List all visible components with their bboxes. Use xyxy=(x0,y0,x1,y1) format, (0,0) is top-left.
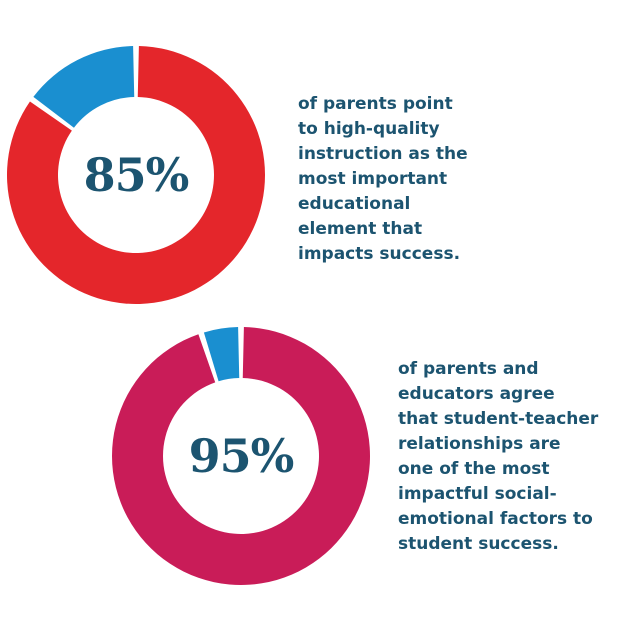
caption-line: instruction as the xyxy=(298,144,468,164)
percent-label: 85% xyxy=(83,148,190,202)
caption-line: element that xyxy=(298,219,423,239)
donut-slice-main xyxy=(111,327,371,585)
donut-svg xyxy=(6,46,265,304)
caption-line: relationships are xyxy=(398,434,561,454)
caption-line: emotional factors to xyxy=(398,509,593,529)
donut-slice-remainder xyxy=(33,46,135,128)
donut-slice-main xyxy=(6,46,265,304)
caption-line: impactful social- xyxy=(398,484,557,504)
donut-svg xyxy=(111,327,371,585)
donut-chart-parents-instruction: 85% xyxy=(5,44,267,306)
caption-line: one of the most xyxy=(398,459,550,479)
caption-relationships: of parents and educators agree that studen… xyxy=(398,357,598,557)
donut-slice-remainder xyxy=(203,327,240,382)
caption-line: student success. xyxy=(398,534,559,554)
caption-line: most important xyxy=(298,169,448,189)
caption-line: of parents and xyxy=(398,359,539,379)
percent-label: 95% xyxy=(188,429,295,483)
caption-line: that student-teacher xyxy=(398,409,599,429)
caption-parents-instruction: of parents point to high-quality instructi… xyxy=(298,92,468,267)
caption-line: impacts success. xyxy=(298,244,461,264)
caption-line: educational xyxy=(298,194,411,214)
caption-line: of parents point xyxy=(298,94,453,114)
caption-line: educators agree xyxy=(398,384,555,404)
donut-chart-relationships: 95% xyxy=(110,325,372,587)
caption-line: to high-quality xyxy=(298,119,440,139)
